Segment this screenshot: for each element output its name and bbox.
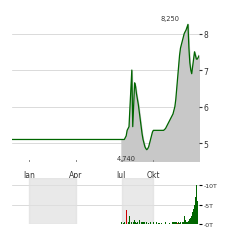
Bar	[121, 178, 153, 224]
Bar	[165, 222, 166, 224]
Bar	[182, 222, 183, 224]
Bar	[172, 222, 174, 224]
Bar	[129, 216, 131, 224]
Bar	[158, 223, 160, 224]
Bar	[169, 223, 170, 224]
Bar	[192, 213, 193, 224]
Bar	[189, 219, 190, 224]
Bar	[136, 223, 137, 224]
Bar	[127, 222, 129, 224]
Bar	[194, 205, 195, 224]
Bar	[184, 216, 185, 224]
Bar	[188, 221, 189, 224]
Text: Apr: Apr	[69, 170, 82, 179]
Bar	[124, 222, 125, 224]
Bar	[180, 222, 181, 224]
Bar	[197, 201, 198, 224]
Bar	[131, 222, 132, 224]
Bar	[183, 222, 184, 224]
Bar	[196, 185, 197, 224]
Bar	[177, 223, 178, 224]
Bar	[175, 222, 176, 224]
Bar	[186, 222, 187, 224]
Bar	[179, 223, 180, 224]
Bar	[176, 222, 177, 224]
Bar	[161, 223, 162, 224]
Bar	[141, 222, 142, 224]
Bar	[193, 209, 194, 224]
Bar	[178, 222, 179, 224]
Bar	[186, 222, 188, 224]
Bar	[199, 209, 200, 224]
Text: 8,250: 8,250	[161, 16, 180, 22]
Bar	[150, 222, 151, 224]
Bar	[134, 220, 135, 224]
Bar	[174, 222, 175, 224]
Bar	[126, 210, 127, 224]
Bar	[133, 222, 134, 224]
Bar	[144, 222, 145, 224]
Bar	[156, 222, 157, 224]
Text: Okt: Okt	[147, 170, 160, 179]
Bar	[143, 222, 144, 224]
Bar	[29, 178, 76, 224]
Bar	[190, 218, 191, 224]
Bar	[123, 223, 124, 224]
Bar	[146, 222, 147, 224]
Bar	[153, 222, 154, 224]
Bar	[137, 222, 138, 224]
Bar	[185, 220, 186, 224]
Bar	[148, 223, 149, 224]
Bar	[139, 220, 140, 224]
Bar	[191, 216, 192, 224]
Text: Jul: Jul	[117, 170, 126, 179]
Bar	[187, 222, 189, 224]
Bar	[135, 222, 136, 224]
Text: 4,740: 4,740	[117, 155, 136, 161]
Bar	[121, 222, 122, 224]
Bar	[195, 197, 196, 224]
Text: Jan: Jan	[23, 170, 35, 179]
